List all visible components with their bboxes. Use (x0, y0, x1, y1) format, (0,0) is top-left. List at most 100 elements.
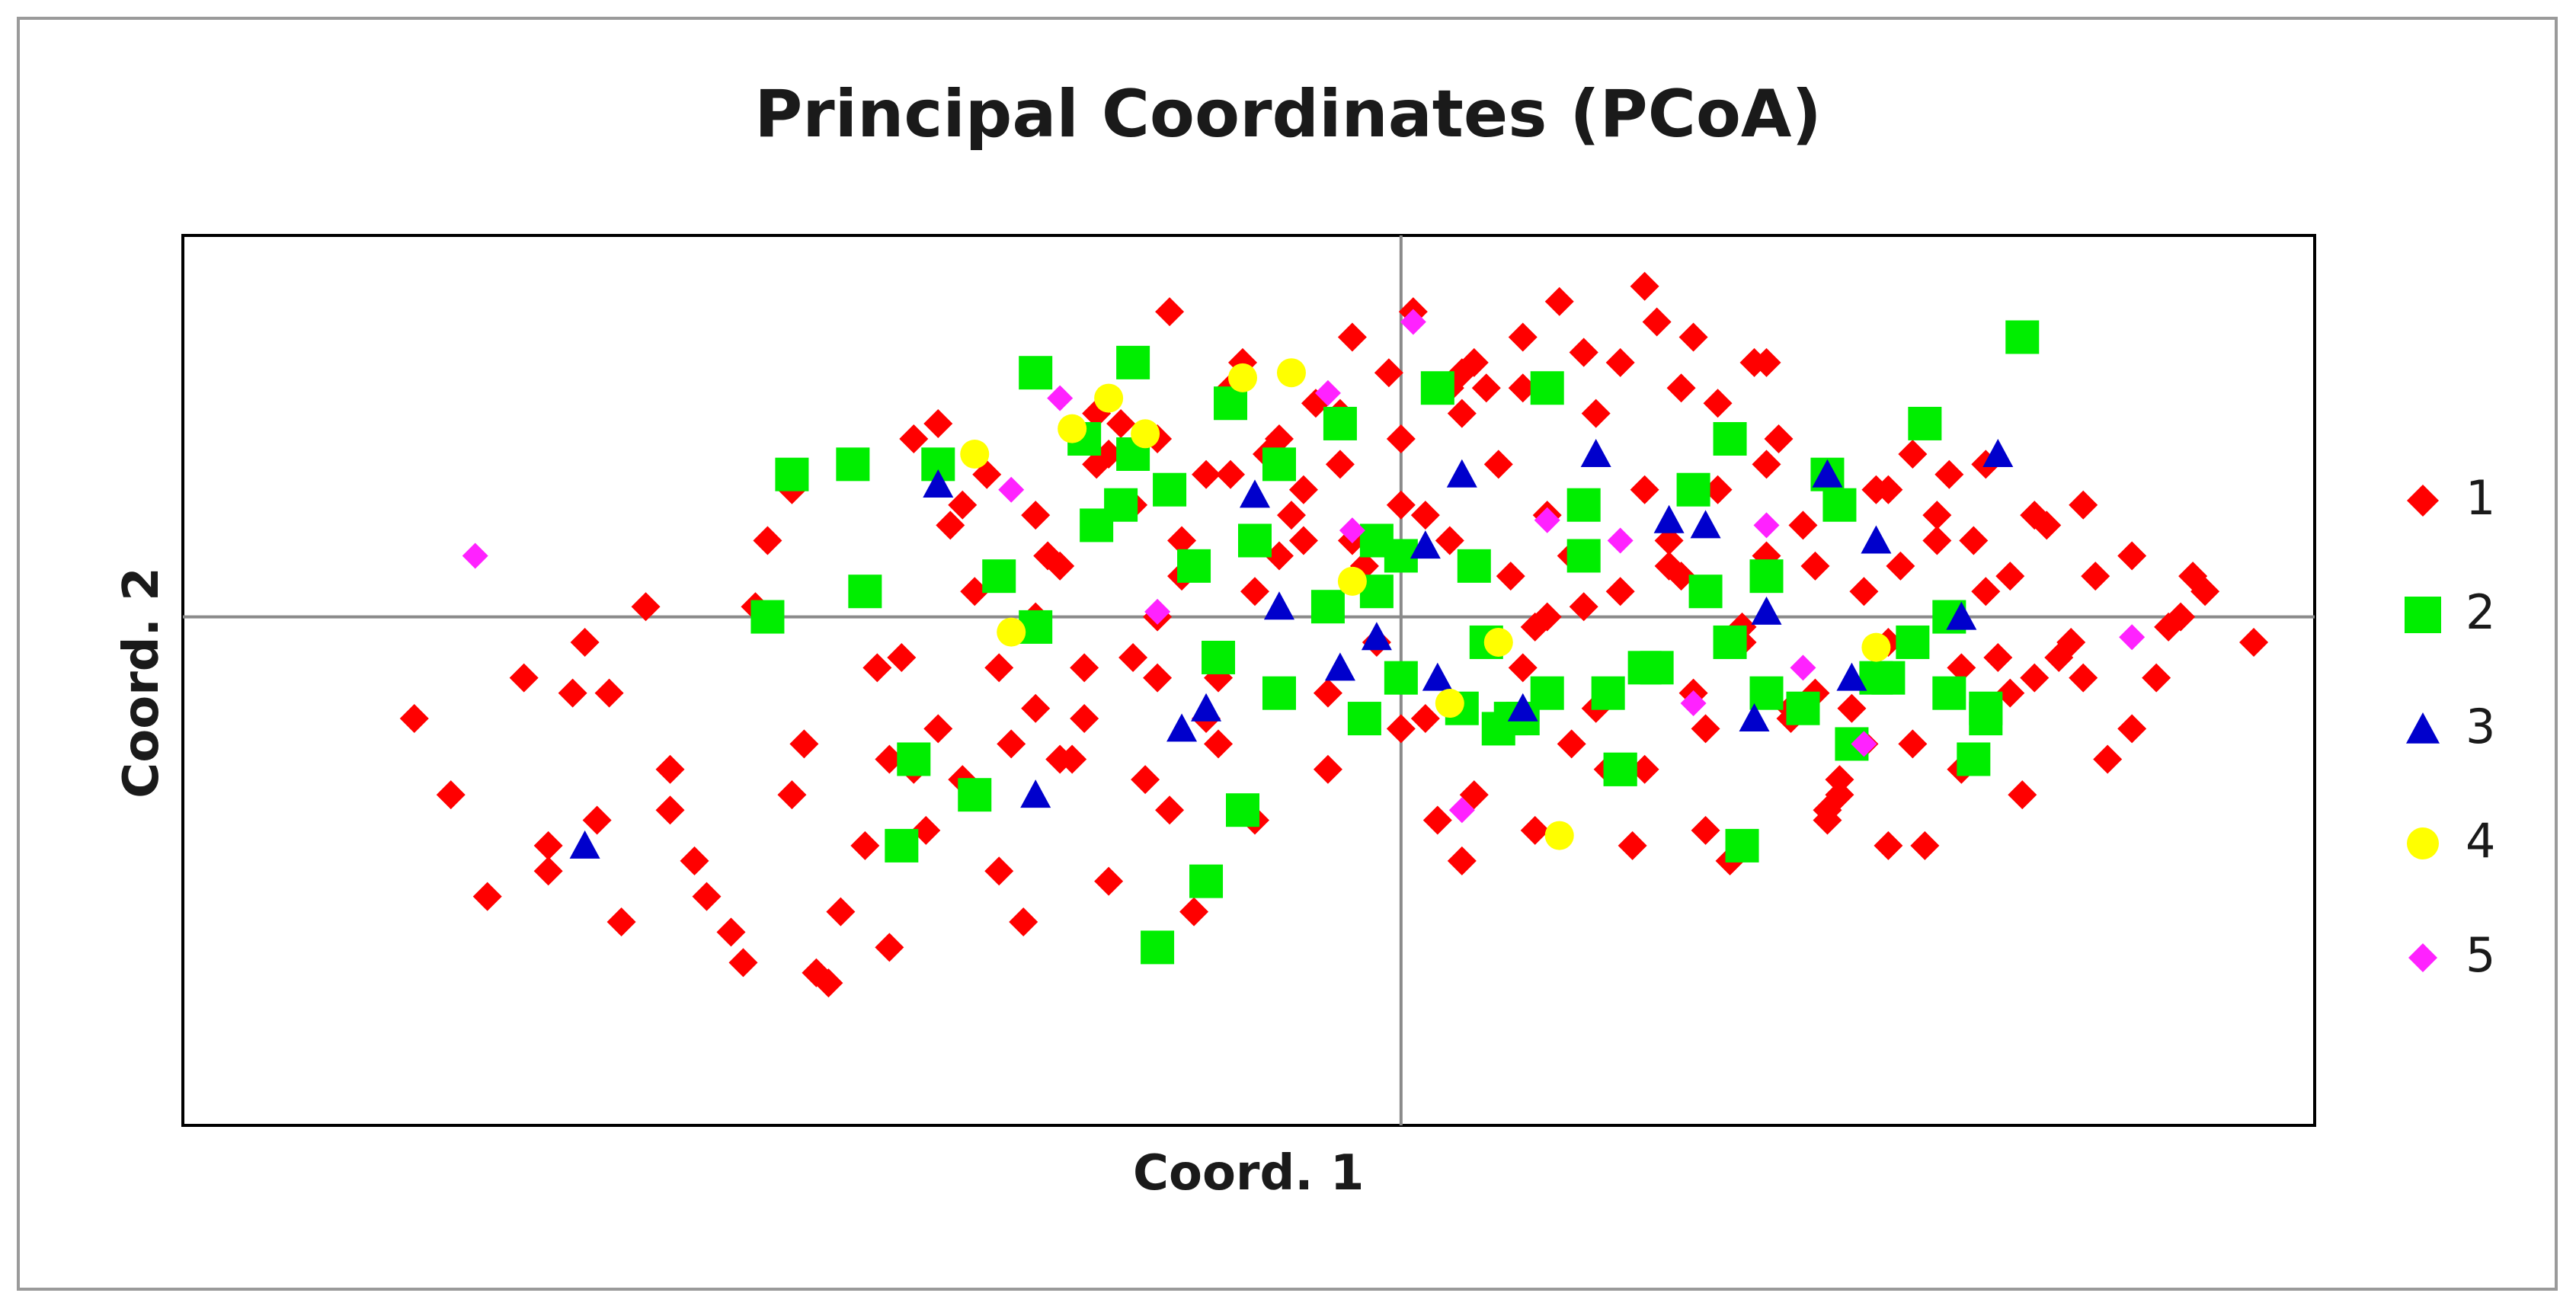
data-point-series-1 (533, 831, 563, 860)
data-point-series-1 (1508, 373, 1538, 403)
data-point-series-2 (1153, 472, 1187, 507)
data-point-series-1 (1995, 562, 2025, 591)
data-point-series-1 (1569, 592, 1598, 622)
data-point-series-1 (1021, 501, 1051, 530)
data-point-series-1 (1666, 373, 1696, 403)
data-point-series-1 (1337, 322, 1367, 352)
data-point-series-3 (1580, 438, 1611, 467)
data-point-series-1 (570, 627, 600, 657)
data-point-series-2 (836, 447, 870, 482)
data-point-series-1 (2069, 490, 2098, 520)
data-point-series-2 (1957, 742, 1991, 776)
data-point-series-1 (1752, 347, 1781, 377)
data-point-series-3 (1861, 525, 1892, 554)
data-point-series-1 (2020, 663, 2050, 693)
data-point-series-3 (923, 469, 954, 498)
data-point-series-1 (1264, 541, 1294, 571)
data-point-series-4 (1337, 566, 1367, 596)
data-point-series-1 (1033, 541, 1063, 571)
data-point-series-1 (984, 856, 1014, 886)
data-point-series-1 (594, 678, 624, 708)
data-point-series-3 (1422, 662, 1453, 691)
data-point-series-1 (1471, 373, 1501, 403)
data-point-series-3 (1653, 504, 1685, 533)
data-point-series-1 (1886, 551, 1915, 581)
data-point-series-1 (1070, 704, 1099, 734)
data-point-series-1 (1410, 501, 1440, 530)
data-point-series-4 (1861, 632, 1891, 662)
data-point-series-2 (775, 457, 809, 491)
data-point-series-1 (1045, 744, 1075, 774)
data-point-series-1 (1264, 424, 1294, 453)
data-point-series-1 (1288, 475, 1318, 504)
legend-label-5: 5 (2466, 927, 2496, 983)
data-point-series-1 (1179, 897, 1209, 927)
data-point-series-2 (1908, 406, 1942, 440)
data-point-series-2 (1786, 691, 1820, 725)
data-point-series-5 (1448, 797, 1475, 824)
data-point-series-3 (1812, 459, 1843, 488)
data-point-series-1 (1447, 398, 1477, 428)
data-point-series-1 (1983, 642, 2013, 672)
data-point-series-1 (899, 424, 929, 453)
data-point-series-1 (960, 577, 990, 606)
data-point-series-5 (1607, 527, 1634, 554)
data-point-series-2 (848, 574, 882, 609)
data-point-series-1 (1325, 450, 1355, 479)
data-point-series-1 (1666, 562, 1696, 591)
data-point-series-1 (923, 408, 953, 438)
data-point-series-2 (885, 828, 919, 863)
data-point-series-1 (1703, 389, 1733, 418)
data-point-series-1 (655, 795, 685, 825)
data-point-series-3 (1166, 713, 1198, 742)
data-point-series-1 (1691, 714, 1720, 744)
legend-marker-4 (2407, 827, 2439, 859)
data-point-series-3 (1751, 596, 1782, 625)
data-point-series-2 (982, 559, 1016, 594)
data-point-series-4 (1483, 627, 1513, 657)
data-point-series-1 (1155, 795, 1185, 825)
data-point-series-1 (2081, 562, 2110, 591)
data-point-series-1 (1240, 577, 1269, 606)
data-point-series-4 (1276, 358, 1306, 388)
legend-label-4: 4 (2466, 813, 2496, 869)
data-point-series-1 (655, 754, 685, 784)
data-point-series-1 (1192, 459, 1221, 489)
legend-marker-5 (2408, 943, 2437, 972)
data-point-series-1 (1313, 754, 1342, 784)
data-point-series-1 (1106, 408, 1136, 438)
data-point-series-2 (1323, 406, 1357, 440)
data-point-series-2 (1141, 930, 1175, 965)
data-point-series-3 (1982, 438, 2014, 467)
data-point-series-2 (1530, 371, 1564, 405)
data-point-series-3 (1410, 530, 1441, 559)
data-point-series-5 (1534, 507, 1560, 533)
data-point-series-1 (1118, 642, 1148, 672)
data-point-series-5 (1144, 598, 1171, 625)
data-point-series-1 (814, 968, 843, 998)
data-point-series-3 (1739, 703, 1770, 732)
data-point-series-2 (1676, 472, 1710, 507)
data-point-series-1 (1605, 347, 1635, 377)
legend-marker-1 (2407, 485, 2439, 517)
data-point-series-1 (875, 933, 904, 962)
data-point-series-1 (606, 907, 636, 937)
data-point-series-4 (997, 617, 1026, 647)
data-point-series-1 (533, 856, 563, 886)
data-point-series-1 (2142, 663, 2171, 693)
data-point-series-1 (1544, 286, 1574, 316)
data-point-series-1 (1630, 271, 1659, 301)
data-point-series-1 (1496, 562, 1525, 591)
data-point-series-1 (1386, 424, 1416, 453)
data-point-series-1 (1947, 653, 1976, 683)
data-point-series-1 (1288, 526, 1318, 555)
data-point-series-1 (1764, 424, 1794, 453)
data-point-series-3 (1020, 779, 1051, 808)
data-point-series-1 (436, 780, 466, 810)
data-point-series-1 (1995, 678, 2025, 708)
chart-title: Principal Coordinates (PCoA) (754, 76, 1822, 152)
data-point-series-1 (2093, 744, 2123, 774)
data-point-series-5 (1339, 517, 1365, 544)
data-point-series-1 (2166, 602, 2196, 632)
